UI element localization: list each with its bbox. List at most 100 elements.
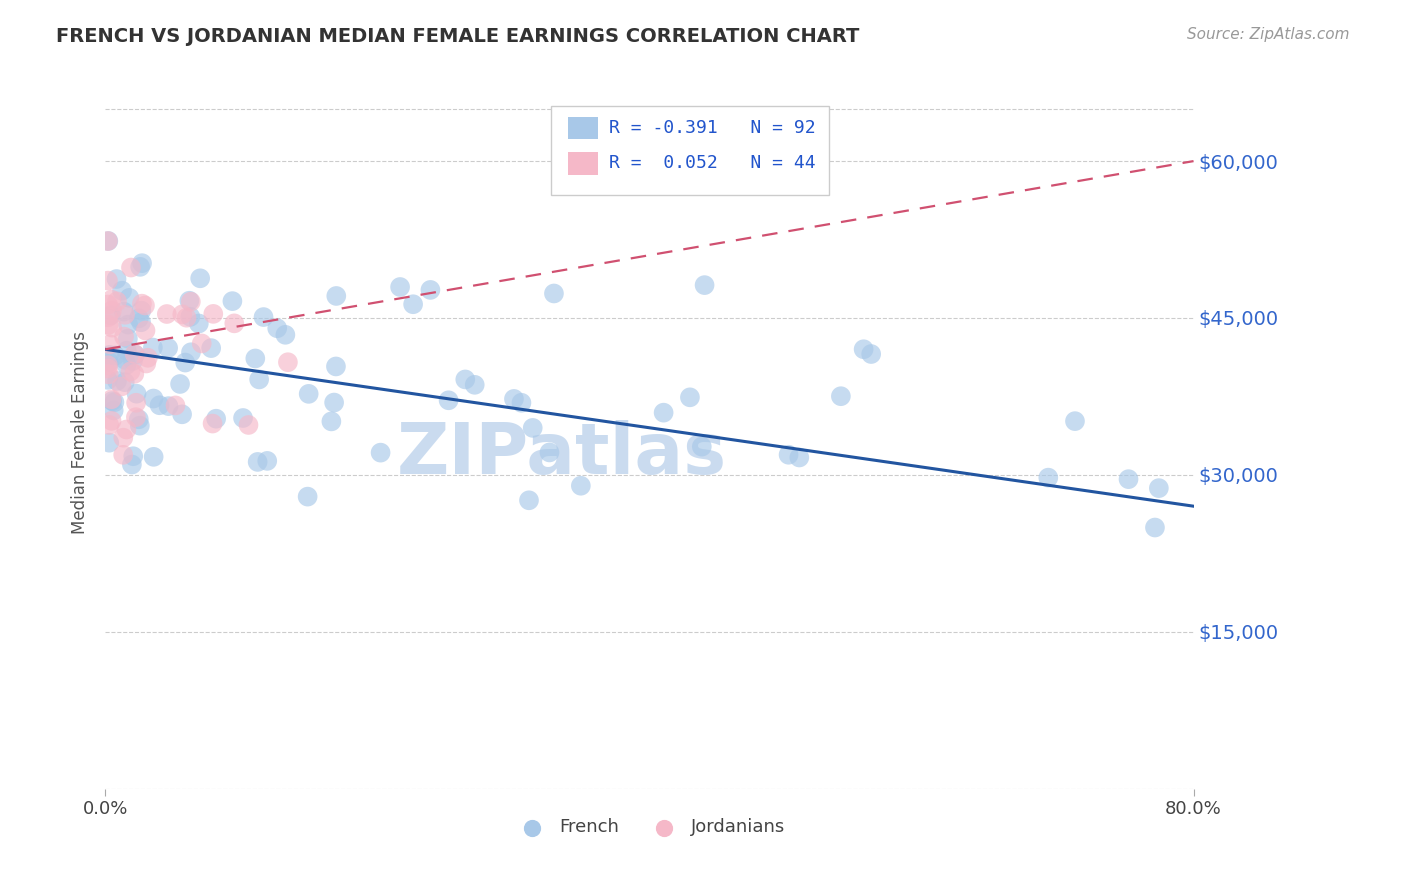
Point [510, 396, 533, 410]
Point [201, 417, 224, 431]
Point [1118, 472, 1140, 486]
Point [852, 343, 875, 357]
Point [172, 407, 194, 421]
Point [454, 372, 477, 386]
Point [232, 411, 254, 425]
Point [180, 294, 202, 309]
Point [860, 347, 883, 361]
Point [179, 293, 201, 308]
Point [188, 271, 211, 285]
Point [142, 341, 165, 355]
Point [224, 317, 246, 331]
Point [115, 423, 138, 437]
Bar [568, 153, 598, 175]
Point [97, 234, 120, 248]
Point [172, 307, 194, 321]
Point [200, 341, 222, 355]
Point [569, 479, 592, 493]
Point [98, 435, 121, 450]
Point [97, 361, 120, 376]
Text: R = -0.391   N = 92: R = -0.391 N = 92 [609, 119, 815, 137]
Point [125, 396, 148, 410]
Point [100, 392, 122, 407]
Point [114, 308, 136, 322]
Point [103, 395, 125, 409]
Point [1064, 414, 1087, 428]
Point [120, 364, 142, 378]
Point [97, 373, 120, 387]
Point [517, 493, 540, 508]
Point [118, 291, 141, 305]
Point [690, 440, 713, 454]
Point [266, 321, 288, 335]
Point [187, 317, 209, 331]
Point [105, 294, 128, 309]
Point [101, 394, 124, 409]
Point [389, 280, 412, 294]
Point [104, 349, 127, 363]
Point [321, 414, 343, 428]
Point [128, 311, 150, 326]
Point [105, 272, 128, 286]
Point [122, 449, 145, 463]
Point [156, 307, 179, 321]
Point [297, 490, 319, 504]
Point [112, 448, 135, 462]
Point [101, 303, 124, 318]
Point [122, 354, 145, 368]
Point [114, 353, 136, 368]
Point [238, 417, 260, 432]
Point [176, 310, 198, 325]
Point [105, 374, 128, 388]
Point [112, 431, 135, 445]
Point [136, 351, 159, 365]
Point [97, 234, 120, 248]
Point [115, 358, 138, 372]
Point [277, 355, 299, 369]
Point [503, 392, 526, 406]
Point [437, 393, 460, 408]
Point [97, 358, 120, 372]
Point [128, 412, 150, 426]
Point [142, 392, 165, 406]
Point [112, 304, 135, 318]
Point [121, 458, 143, 472]
Point [221, 294, 243, 309]
Point [125, 386, 148, 401]
Point [787, 450, 810, 465]
Point [98, 337, 121, 351]
Point [274, 327, 297, 342]
Point [252, 310, 274, 324]
Point [256, 454, 278, 468]
Point [464, 377, 486, 392]
Point [110, 379, 132, 393]
Point [134, 324, 156, 338]
Point [165, 398, 187, 412]
Point [247, 372, 270, 386]
Point [179, 310, 201, 324]
Point [246, 455, 269, 469]
Point [543, 286, 565, 301]
Point [679, 390, 702, 404]
Point [115, 343, 138, 358]
Point [245, 351, 267, 366]
Point [538, 445, 561, 459]
Point [101, 320, 124, 334]
Point [693, 278, 716, 293]
Point [148, 398, 170, 412]
Point [120, 260, 142, 275]
Point [157, 341, 180, 355]
Point [112, 329, 135, 343]
Point [97, 310, 120, 325]
Point [298, 387, 321, 401]
Point [111, 284, 134, 298]
Point [97, 368, 120, 382]
Point [202, 307, 225, 321]
Point [125, 410, 148, 425]
Point [169, 376, 191, 391]
Y-axis label: Median Female Earnings: Median Female Earnings [72, 332, 89, 534]
Point [98, 348, 121, 362]
Point [157, 399, 180, 413]
Point [1147, 481, 1170, 495]
Point [129, 315, 152, 329]
